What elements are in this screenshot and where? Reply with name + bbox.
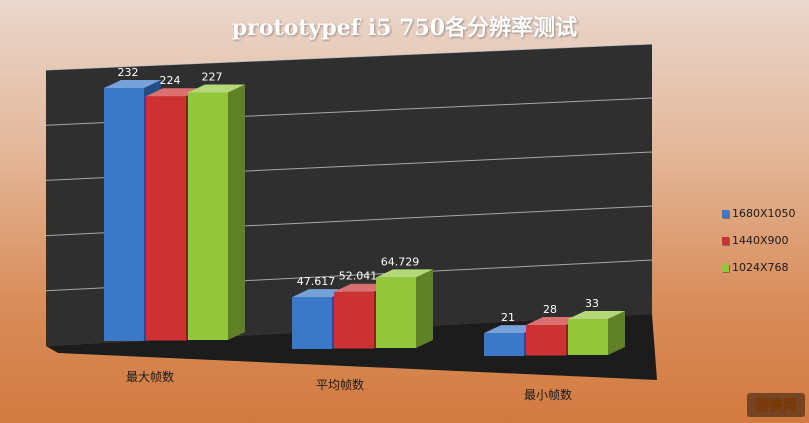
bar-front [146, 96, 186, 341]
bar-front [188, 92, 228, 341]
legend-item: 1440X900 [722, 227, 796, 254]
bar [568, 311, 625, 355]
legend-item: 1024X768 [722, 254, 796, 281]
bar [376, 269, 433, 348]
bar-front [334, 291, 374, 349]
bar-front [376, 277, 416, 348]
legend-swatch [722, 209, 729, 218]
bar-side [416, 269, 433, 348]
bar-front [526, 324, 566, 356]
bar-side [608, 311, 625, 355]
category-label: 最小帧数 [524, 387, 572, 402]
bar [188, 84, 245, 341]
bar-top [104, 80, 161, 88]
watermark-text: 游侠网 [755, 397, 797, 414]
data-label: 21 [501, 311, 515, 324]
gridline [45, 43, 653, 71]
data-label: 232 [118, 66, 139, 79]
data-label: 33 [585, 297, 599, 310]
legend-label: 1024X768 [732, 261, 789, 274]
bar-side [228, 84, 245, 341]
chart-title: prototypef i5 750各分辨率测试 [231, 15, 578, 41]
bar-top [376, 269, 433, 278]
data-label: 227 [202, 70, 223, 83]
category-label: 平均帧数 [316, 377, 364, 392]
bar-front [292, 297, 332, 349]
bar-front [104, 88, 144, 341]
bar-front [568, 319, 608, 355]
data-label: 47.617 [297, 275, 336, 288]
category-label: 最大帧数 [126, 369, 174, 384]
legend-label: 1440X900 [732, 234, 789, 247]
chart-legend: 1680X1050 1440X900 1024X768 [722, 200, 796, 281]
legend-item: 1680X1050 [722, 200, 796, 227]
legend-label: 1680X1050 [732, 207, 796, 220]
data-label: 28 [543, 303, 557, 316]
data-label: 64.729 [381, 255, 420, 268]
legend-swatch [722, 236, 729, 245]
legend-swatch [722, 263, 729, 272]
bar-front [484, 333, 524, 356]
data-label: 52.041 [339, 270, 378, 283]
bar-top [568, 311, 625, 320]
bar-top [188, 84, 245, 93]
watermark-logo: 游侠网 [747, 393, 805, 417]
data-label: 224 [160, 74, 181, 87]
